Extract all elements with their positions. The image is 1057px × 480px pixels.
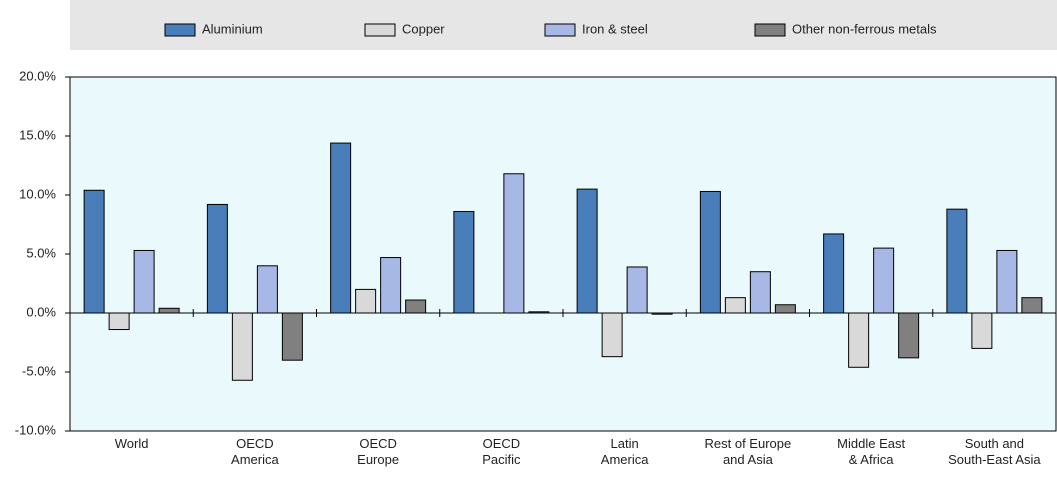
- bar: [996, 249, 1018, 314]
- bar: [576, 188, 598, 314]
- bar: [848, 312, 870, 368]
- bar: [108, 312, 130, 331]
- bar: [206, 203, 228, 314]
- legend-swatch: [364, 23, 396, 37]
- bar: [626, 266, 648, 314]
- bar: [873, 247, 895, 314]
- y-tick-label: 0.0%: [26, 304, 56, 319]
- bar: [749, 271, 771, 314]
- bar: [946, 208, 968, 314]
- bar: [256, 265, 278, 314]
- x-tick-label: OECD Europe: [357, 436, 399, 467]
- y-tick-label: -5.0%: [22, 363, 56, 378]
- bar: [898, 312, 920, 359]
- bar: [1021, 297, 1043, 314]
- bar: [601, 312, 623, 358]
- x-tick-label: World: [115, 436, 149, 451]
- y-tick-label: 20.0%: [19, 68, 56, 83]
- x-tick-label: South and South-East Asia: [948, 436, 1041, 467]
- x-tick-label: Rest of Europe and Asia: [705, 436, 792, 467]
- x-tick-label: Middle East & Africa: [837, 436, 905, 467]
- bar: [83, 189, 105, 314]
- bar: [281, 312, 303, 361]
- bar: [158, 307, 180, 314]
- bar: [651, 312, 673, 315]
- bar: [330, 142, 352, 314]
- bar: [133, 249, 155, 314]
- bar: [699, 190, 721, 314]
- legend-label: Copper: [402, 21, 445, 36]
- legend-swatch: [544, 23, 576, 37]
- bar: [724, 297, 746, 314]
- y-tick-label: 10.0%: [19, 186, 56, 201]
- bar: [453, 211, 475, 314]
- bar: [971, 312, 993, 349]
- y-tick-label: 5.0%: [26, 245, 56, 260]
- legend-label: Iron & steel: [582, 21, 648, 36]
- bar: [231, 312, 253, 381]
- bar: [823, 233, 845, 314]
- bar: [355, 288, 377, 314]
- x-tick-label: Latin America: [601, 436, 649, 467]
- bar: [380, 257, 402, 314]
- bar: [405, 299, 427, 314]
- y-tick-label: 15.0%: [19, 127, 56, 142]
- x-tick-label: OECD America: [231, 436, 279, 467]
- bar: [503, 173, 525, 314]
- legend-swatch: [754, 23, 786, 37]
- legend-label: Other non-ferrous metals: [792, 21, 937, 36]
- x-tick-label: OECD Pacific: [482, 436, 521, 467]
- legend-label: Aluminium: [202, 21, 263, 36]
- legend-swatch: [164, 23, 196, 37]
- bar: [774, 304, 796, 314]
- bar: [528, 311, 550, 314]
- y-tick-label: -10.0%: [15, 422, 57, 437]
